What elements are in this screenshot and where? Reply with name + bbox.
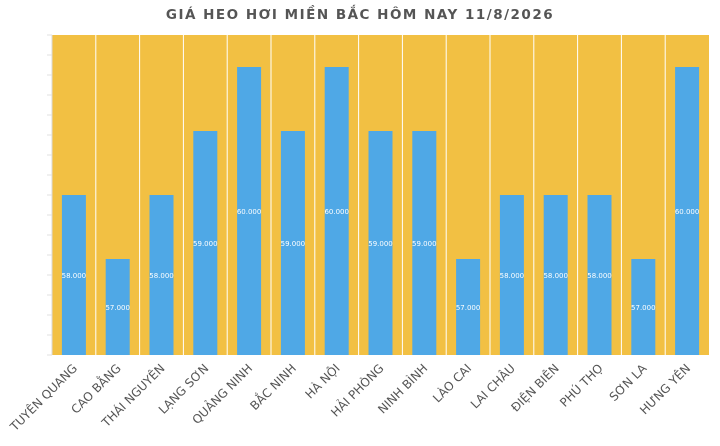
- bar-value-label: 57.000: [105, 304, 130, 312]
- bar-value-label: 59.000: [412, 240, 437, 248]
- bar: [193, 131, 218, 355]
- bar: [324, 67, 349, 355]
- bar-value-label: 57.000: [456, 304, 481, 312]
- bar: [675, 67, 700, 355]
- category-label: SƠN LA: [607, 361, 650, 404]
- bar: [543, 195, 568, 355]
- bar: [149, 195, 174, 355]
- bar-value-label: 59.000: [368, 240, 393, 248]
- bar: [61, 195, 86, 355]
- category-label: ĐIỆN BIÊN: [508, 361, 562, 415]
- bar-value-label: 58.000: [500, 272, 525, 280]
- bar: [368, 131, 393, 355]
- bar: [631, 259, 656, 355]
- bar: [280, 131, 305, 355]
- category-label: BẮC NINH: [246, 360, 299, 413]
- category-label: HÀ NỘI: [302, 361, 343, 402]
- bar-value-label: 59.000: [281, 240, 306, 248]
- bar-value-label: 58.000: [62, 272, 87, 280]
- bar-value-label: 57.000: [631, 304, 656, 312]
- bar: [412, 131, 437, 355]
- bar-value-label: 58.000: [587, 272, 612, 280]
- bar: [587, 195, 612, 355]
- bar: [456, 259, 481, 355]
- bar: [237, 67, 262, 355]
- bar: [105, 259, 130, 355]
- bar-value-label: 60.000: [324, 208, 349, 216]
- category-label: LÀO CAI: [429, 361, 474, 406]
- chart-title: GIÁ HEO HƠI MIỀN BẮC HÔM NAY 11/8/2026: [165, 7, 555, 23]
- bar-value-label: 60.000: [237, 208, 262, 216]
- bar-value-label: 58.000: [543, 272, 568, 280]
- category-label: PHÚ THỌ: [556, 361, 605, 410]
- bar-value-label: 60.000: [675, 208, 700, 216]
- category-label: TUYÊN QUANG: [6, 361, 80, 435]
- bar-value-label: 59.000: [193, 240, 218, 248]
- bar-value-label: 58.000: [149, 272, 174, 280]
- bar: [499, 195, 524, 355]
